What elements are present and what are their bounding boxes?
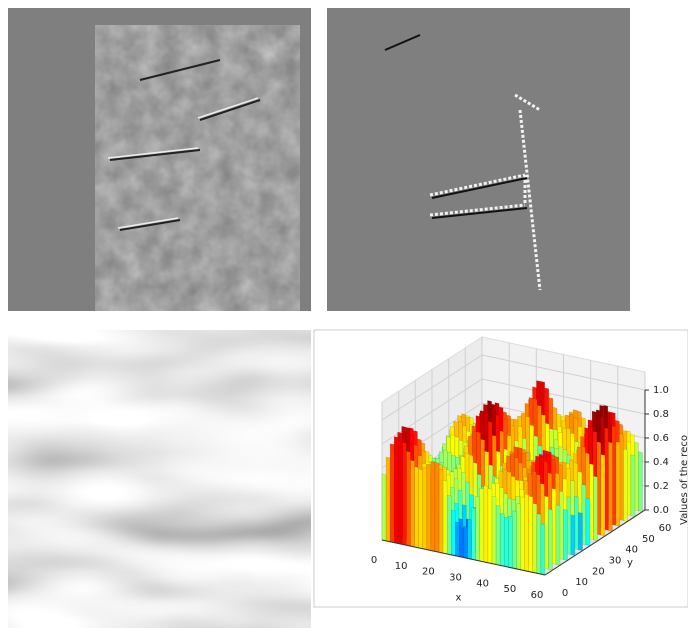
- z-tick-label: 1.0: [653, 385, 669, 396]
- surface-strip: [521, 497, 525, 571]
- surface-strip: [480, 488, 484, 562]
- surface-strip: [447, 495, 451, 555]
- surface-strip: [631, 455, 635, 517]
- z-tick-label: 0.8: [653, 409, 669, 420]
- surface-strip: [394, 437, 398, 544]
- surface-strip: [468, 519, 472, 560]
- surface-strip: [586, 498, 590, 546]
- figure-grid: 010203040506001020304050600.00.20.40.60.…: [0, 0, 688, 628]
- surface-strip: [402, 442, 406, 545]
- z-tick-label: 0.0: [653, 505, 669, 516]
- z-axis-label: Values of the reco: [679, 435, 688, 525]
- surface-strip: [571, 515, 575, 556]
- x-tick-label: 30: [449, 573, 462, 584]
- surface-strip: [390, 444, 394, 543]
- surface-strip: [451, 510, 455, 556]
- surface-strip: [484, 485, 488, 563]
- x-tick-label: 20: [422, 567, 435, 578]
- x-tick-label: 50: [503, 584, 516, 595]
- surface-strip: [459, 528, 463, 558]
- surface-strip: [496, 505, 500, 565]
- surface-strip: [533, 503, 537, 573]
- surface-strip: [431, 461, 435, 551]
- y-tick-label: 20: [592, 566, 605, 577]
- surface-strip: [406, 451, 410, 546]
- surface-strip: [556, 505, 560, 566]
- y-axis-label: y: [627, 558, 633, 569]
- z-tick-label: 0.4: [653, 457, 669, 468]
- surface-strip: [427, 464, 431, 551]
- emboss-image-2: [327, 8, 630, 311]
- surface-strip: [443, 480, 447, 554]
- surface-strip: [601, 454, 605, 536]
- surface-strip: [423, 467, 427, 549]
- surface-strip: [529, 496, 533, 572]
- surface-strip: [578, 512, 582, 550]
- surface-strip: [472, 508, 476, 560]
- surface-strip: [593, 476, 597, 541]
- surface-strip: [382, 474, 386, 541]
- surface-strip: [492, 496, 496, 565]
- surface-strip: [476, 496, 480, 561]
- surface-strip: [415, 467, 419, 548]
- surface-strip: [464, 526, 468, 558]
- surface-strip: [608, 442, 612, 531]
- y-tick-label: 40: [625, 545, 638, 556]
- surface-strip: [386, 457, 390, 542]
- y-tick-label: 50: [642, 534, 655, 545]
- surface-strip: [616, 442, 620, 527]
- surface-strip: [419, 469, 423, 549]
- x-axis-label: x: [456, 593, 462, 604]
- z-tick-label: 0.2: [653, 481, 669, 492]
- surface-strip: [517, 503, 521, 570]
- x-tick-label: 60: [531, 590, 544, 601]
- x-tick-label: 40: [476, 578, 489, 589]
- surface-strip: [435, 463, 439, 553]
- surface-strip: [512, 511, 516, 569]
- surface-strip: [525, 494, 529, 572]
- surface-strip: [500, 513, 504, 566]
- surface-strip: [563, 509, 567, 560]
- x-tick-label: 0: [371, 555, 377, 566]
- blurred-image: [8, 330, 311, 628]
- surface-strip: [623, 449, 627, 522]
- surface-strip: [455, 522, 459, 557]
- y-tick-label: 30: [609, 556, 622, 567]
- z-tick-label: 0.6: [653, 433, 669, 444]
- surface-strip: [439, 469, 443, 553]
- emboss-image-1: [8, 8, 311, 311]
- surface-strip: [548, 509, 552, 570]
- surface-strip: [541, 524, 545, 575]
- surface-strip: [508, 516, 512, 568]
- y-tick-label: 60: [659, 523, 672, 534]
- surface-strip: [398, 436, 402, 544]
- surface-strip: [537, 514, 541, 575]
- surface-strip: [504, 517, 508, 567]
- x-tick-label: 10: [395, 561, 408, 572]
- surface-strip: [638, 452, 642, 512]
- y-tick-label: 10: [575, 577, 588, 588]
- surface-strip: [411, 460, 415, 547]
- surface-strip: [488, 488, 492, 563]
- canvas: 010203040506001020304050600.00.20.40.60.…: [0, 0, 688, 628]
- y-tick-label: 0: [562, 588, 568, 599]
